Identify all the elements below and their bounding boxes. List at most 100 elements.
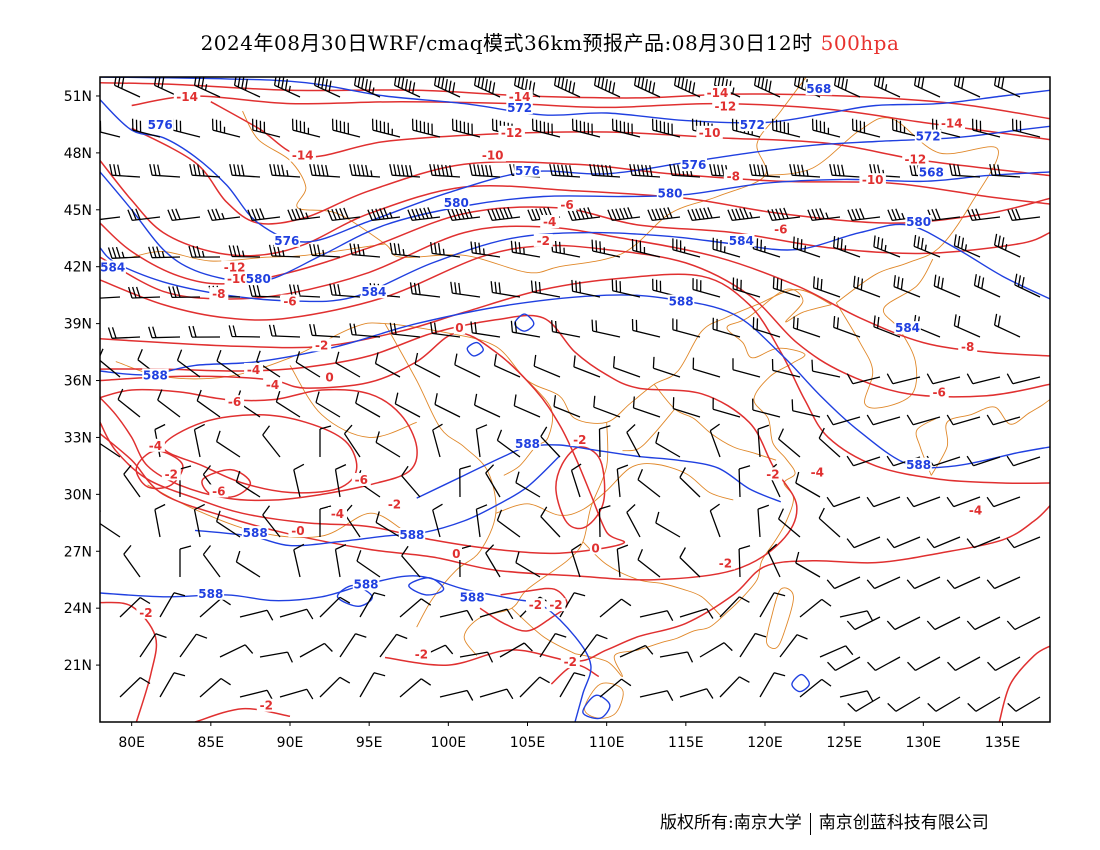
temperature-contour-label: -6 — [774, 223, 787, 237]
wind-barb — [399, 598, 432, 618]
wind-barb — [287, 208, 321, 222]
wind-barb — [273, 77, 301, 98]
wind-barb — [539, 632, 567, 658]
wind-barb — [759, 592, 786, 618]
wind-barb — [432, 503, 443, 538]
wind-barb — [553, 77, 581, 98]
wind-barb — [288, 284, 321, 298]
lat-tick-label: 36N — [64, 374, 92, 390]
temperature-contour-label: -2 — [315, 338, 328, 352]
contour-label-bg — [142, 368, 169, 382]
wind-barb — [907, 656, 941, 671]
contour-label-bg — [905, 457, 932, 471]
wind-barb — [589, 163, 621, 178]
wind-barb — [846, 373, 881, 385]
wind-barb — [752, 398, 781, 418]
wind-barb — [771, 358, 801, 378]
wind-barb — [619, 644, 654, 658]
wind-barb — [659, 651, 694, 663]
contour-label-bg — [905, 215, 932, 228]
wind-barb — [339, 633, 367, 658]
contour-label-bg — [241, 526, 269, 540]
lon-tick-label: 100E — [431, 735, 467, 751]
wind-barb — [839, 610, 874, 622]
wind-barb — [375, 511, 401, 538]
wind-barb — [168, 286, 201, 299]
wind-barb — [767, 543, 781, 578]
chart-title: 2024年08月30日WRF/cmaq模式36km预报产品:08月30日12时 5… — [0, 27, 1100, 56]
wind-barb — [847, 696, 881, 712]
wind-barb — [353, 77, 381, 98]
isotherm-line — [100, 332, 626, 555]
wind-barb — [293, 543, 305, 578]
wind-barb — [873, 77, 901, 98]
wind-barb — [375, 431, 401, 458]
wind-barb — [738, 545, 751, 578]
contour-label-bg — [728, 233, 755, 247]
wind-barb — [196, 389, 221, 418]
wind-barb — [739, 632, 767, 658]
temperature-contour-label: -2 — [564, 655, 577, 669]
wind-barb — [966, 373, 1001, 385]
wind-barb — [611, 279, 641, 298]
temperature-contour-label: -2 — [719, 556, 732, 570]
wind-barb — [637, 548, 661, 578]
wind-barb — [159, 672, 186, 698]
wind-barb — [692, 357, 721, 378]
border-line — [242, 77, 807, 274]
wind-barb — [487, 207, 521, 222]
wind-barb — [202, 545, 221, 578]
isotherm-line — [131, 127, 1050, 225]
temperature-contour-label: -4 — [247, 363, 260, 377]
temperature-contour-label: -4 — [331, 507, 344, 521]
contour-label-bg — [385, 497, 404, 511]
wind-barb — [551, 320, 581, 338]
height-contour-label: 580 — [246, 272, 271, 286]
wind-barb — [789, 163, 821, 178]
temperature-contour-label: -10 — [699, 126, 721, 140]
contour-label-bg — [288, 524, 308, 538]
height-contour-label: 588 — [353, 577, 378, 591]
contour-label-bg — [256, 698, 276, 712]
wind-barb — [279, 608, 314, 620]
wind-barb — [215, 510, 241, 538]
wind-barb — [262, 425, 281, 458]
wind-barb — [540, 506, 561, 538]
temperature-contour-label: -8 — [727, 169, 740, 183]
wind-barb — [931, 118, 961, 138]
wind-barb — [291, 118, 321, 138]
wind-barb — [485, 544, 501, 578]
wind-barb — [906, 414, 941, 426]
wind-barb — [679, 688, 714, 699]
wind-barb — [262, 505, 281, 538]
wind-barb — [632, 396, 661, 418]
wind-barb — [216, 349, 241, 378]
temperature-contour-label: -10 — [482, 149, 504, 163]
wind-barb — [100, 216, 121, 221]
wind-barb — [778, 428, 801, 458]
height-contour-label: 588 — [515, 437, 540, 451]
wind-barb — [119, 677, 151, 698]
wind-barb — [359, 592, 386, 618]
wind-barb — [799, 678, 832, 698]
title-main: 2024年08月30日WRF/cmaq模式36km预报产品:08月30日12时 — [200, 31, 813, 55]
wind-barb — [470, 321, 501, 338]
lat-tick-label: 45N — [64, 203, 92, 219]
contour-label-bg — [739, 118, 766, 132]
wind-barb — [1014, 273, 1041, 298]
wind-barb — [607, 207, 641, 222]
wind-barb — [795, 471, 821, 498]
wind-barb — [401, 465, 421, 498]
wind-barb — [851, 118, 881, 138]
isotherm-line — [100, 273, 1050, 485]
wind-barb — [559, 672, 586, 698]
contour-label-bg — [958, 340, 978, 354]
contour-label-bg — [506, 101, 533, 115]
contour-label-bg — [328, 507, 347, 521]
wind-barb — [827, 656, 861, 671]
height-contour-label: 576 — [148, 118, 173, 132]
wind-barb — [343, 424, 361, 458]
wind-barb — [407, 207, 441, 222]
contour-label-bg — [557, 197, 577, 211]
wind-barb — [986, 576, 1021, 590]
